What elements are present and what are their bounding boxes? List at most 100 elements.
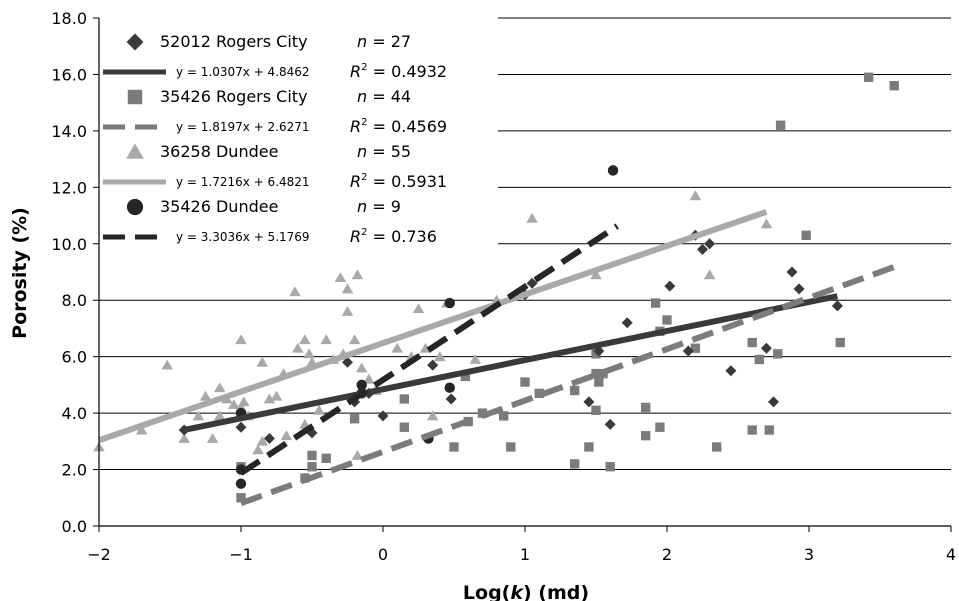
legend-marker <box>127 199 143 215</box>
legend-r2: R2 = 0.4569 <box>350 117 447 136</box>
triangle-point <box>434 351 446 361</box>
square-point <box>307 451 316 460</box>
triangle-point <box>391 343 403 353</box>
legend-n: n = 9 <box>357 197 401 216</box>
legend-series-name: 36258 Dundee <box>160 142 278 161</box>
triangle-point <box>292 343 304 353</box>
diamond-point <box>832 300 843 311</box>
triangle-point <box>289 286 301 296</box>
legend-r2: R2 = 0.5931 <box>350 172 447 191</box>
triangle-point <box>320 334 332 344</box>
legend-equation: y = 1.7216x + 6.4821 <box>176 175 310 189</box>
x-tick-labels: −2 −1 0 1 2 3 4 <box>87 545 956 564</box>
square-point <box>755 355 764 364</box>
square-point <box>655 423 664 432</box>
square-point <box>864 73 873 82</box>
legend-equation: y = 1.0307x + 4.8462 <box>176 65 310 79</box>
legend-marker <box>127 34 144 51</box>
square-point <box>570 386 579 395</box>
diamond-point <box>446 394 457 405</box>
triangle-point <box>238 396 250 406</box>
legend-series-name: 52012 Rogers City <box>160 32 308 51</box>
square-point <box>499 411 508 420</box>
square-point <box>748 425 757 434</box>
trend-line <box>184 296 837 430</box>
square-point <box>449 442 458 451</box>
x-tick-label: 2 <box>662 545 672 564</box>
x-tick-label: 4 <box>946 545 956 564</box>
triangle-point <box>690 190 702 200</box>
data-points <box>93 73 899 503</box>
square-point <box>641 431 650 440</box>
legend-n: n = 27 <box>357 32 411 51</box>
x-tick-label: 0 <box>378 545 388 564</box>
legend-r2: R2 = 0.736 <box>350 227 437 246</box>
circle-point <box>608 165 618 175</box>
legend-series-name: 35426 Rogers City <box>160 87 308 106</box>
triangle-point <box>257 357 269 367</box>
legend-equation: y = 1.8197x + 2.6271 <box>176 120 310 134</box>
triangle-point <box>427 410 439 420</box>
legend: 52012 Rogers City n = 27 y = 1.0307x + 4.8… <box>103 32 447 246</box>
legend-series-name: 35426 Dundee <box>160 197 278 216</box>
square-point <box>765 425 774 434</box>
diamond-point <box>236 422 247 433</box>
diamond-point <box>664 281 675 292</box>
square-point <box>520 377 529 386</box>
y-tick-label: 6.0 <box>62 348 87 367</box>
triangle-point <box>161 360 173 370</box>
triangle-point <box>235 334 247 344</box>
square-point <box>606 462 615 471</box>
y-tick-label: 14.0 <box>51 122 87 141</box>
square-point <box>641 403 650 412</box>
square-point <box>594 377 603 386</box>
triangle-point <box>704 269 716 279</box>
triangle-point <box>761 219 773 229</box>
y-tick-label: 12.0 <box>51 178 87 197</box>
diamond-point <box>427 360 438 371</box>
diamond-point <box>605 419 616 430</box>
square-point <box>506 442 515 451</box>
square-point <box>662 315 671 324</box>
y-tick-label: 8.0 <box>62 291 87 310</box>
triangle-point <box>299 334 311 344</box>
diamond-point <box>378 410 389 421</box>
square-point <box>651 298 660 307</box>
circle-point <box>445 298 455 308</box>
triangle-point <box>214 382 226 392</box>
circle-point <box>236 478 246 488</box>
square-point <box>322 454 331 463</box>
triangle-point <box>303 348 315 358</box>
square-point <box>712 442 721 451</box>
x-tick-label: −2 <box>87 545 111 564</box>
triangle-point <box>207 433 219 443</box>
square-point <box>748 338 757 347</box>
x-axis-label: Log(k) (md) <box>463 582 589 601</box>
legend-marker <box>126 144 144 159</box>
square-point <box>307 462 316 471</box>
y-tick-labels: 0.0 2.0 4.0 6.0 8.0 10.0 12.0 14.0 16.0 18.0 <box>51 9 87 536</box>
triangle-point <box>470 354 482 364</box>
triangle-point <box>356 362 368 372</box>
triangle-point <box>352 269 364 279</box>
triangle-point <box>252 444 264 454</box>
triangle-point <box>193 410 205 420</box>
square-point <box>591 406 600 415</box>
legend-n: n = 44 <box>357 87 411 106</box>
square-point <box>400 394 409 403</box>
legend-equation: y = 3.3036x + 5.1769 <box>176 230 310 244</box>
x-tick-label: −1 <box>229 545 253 564</box>
square-point <box>584 442 593 451</box>
square-point <box>890 81 899 90</box>
square-point <box>350 414 359 423</box>
y-tick-label: 16.0 <box>51 65 87 84</box>
triangle-point <box>271 391 283 401</box>
diamond-point <box>768 396 779 407</box>
triangle-point <box>342 283 354 293</box>
square-point <box>836 338 845 347</box>
x-tick-label: 3 <box>804 545 814 564</box>
triangle-point <box>413 303 425 313</box>
square-point <box>773 349 782 358</box>
triangle-point <box>526 213 538 223</box>
